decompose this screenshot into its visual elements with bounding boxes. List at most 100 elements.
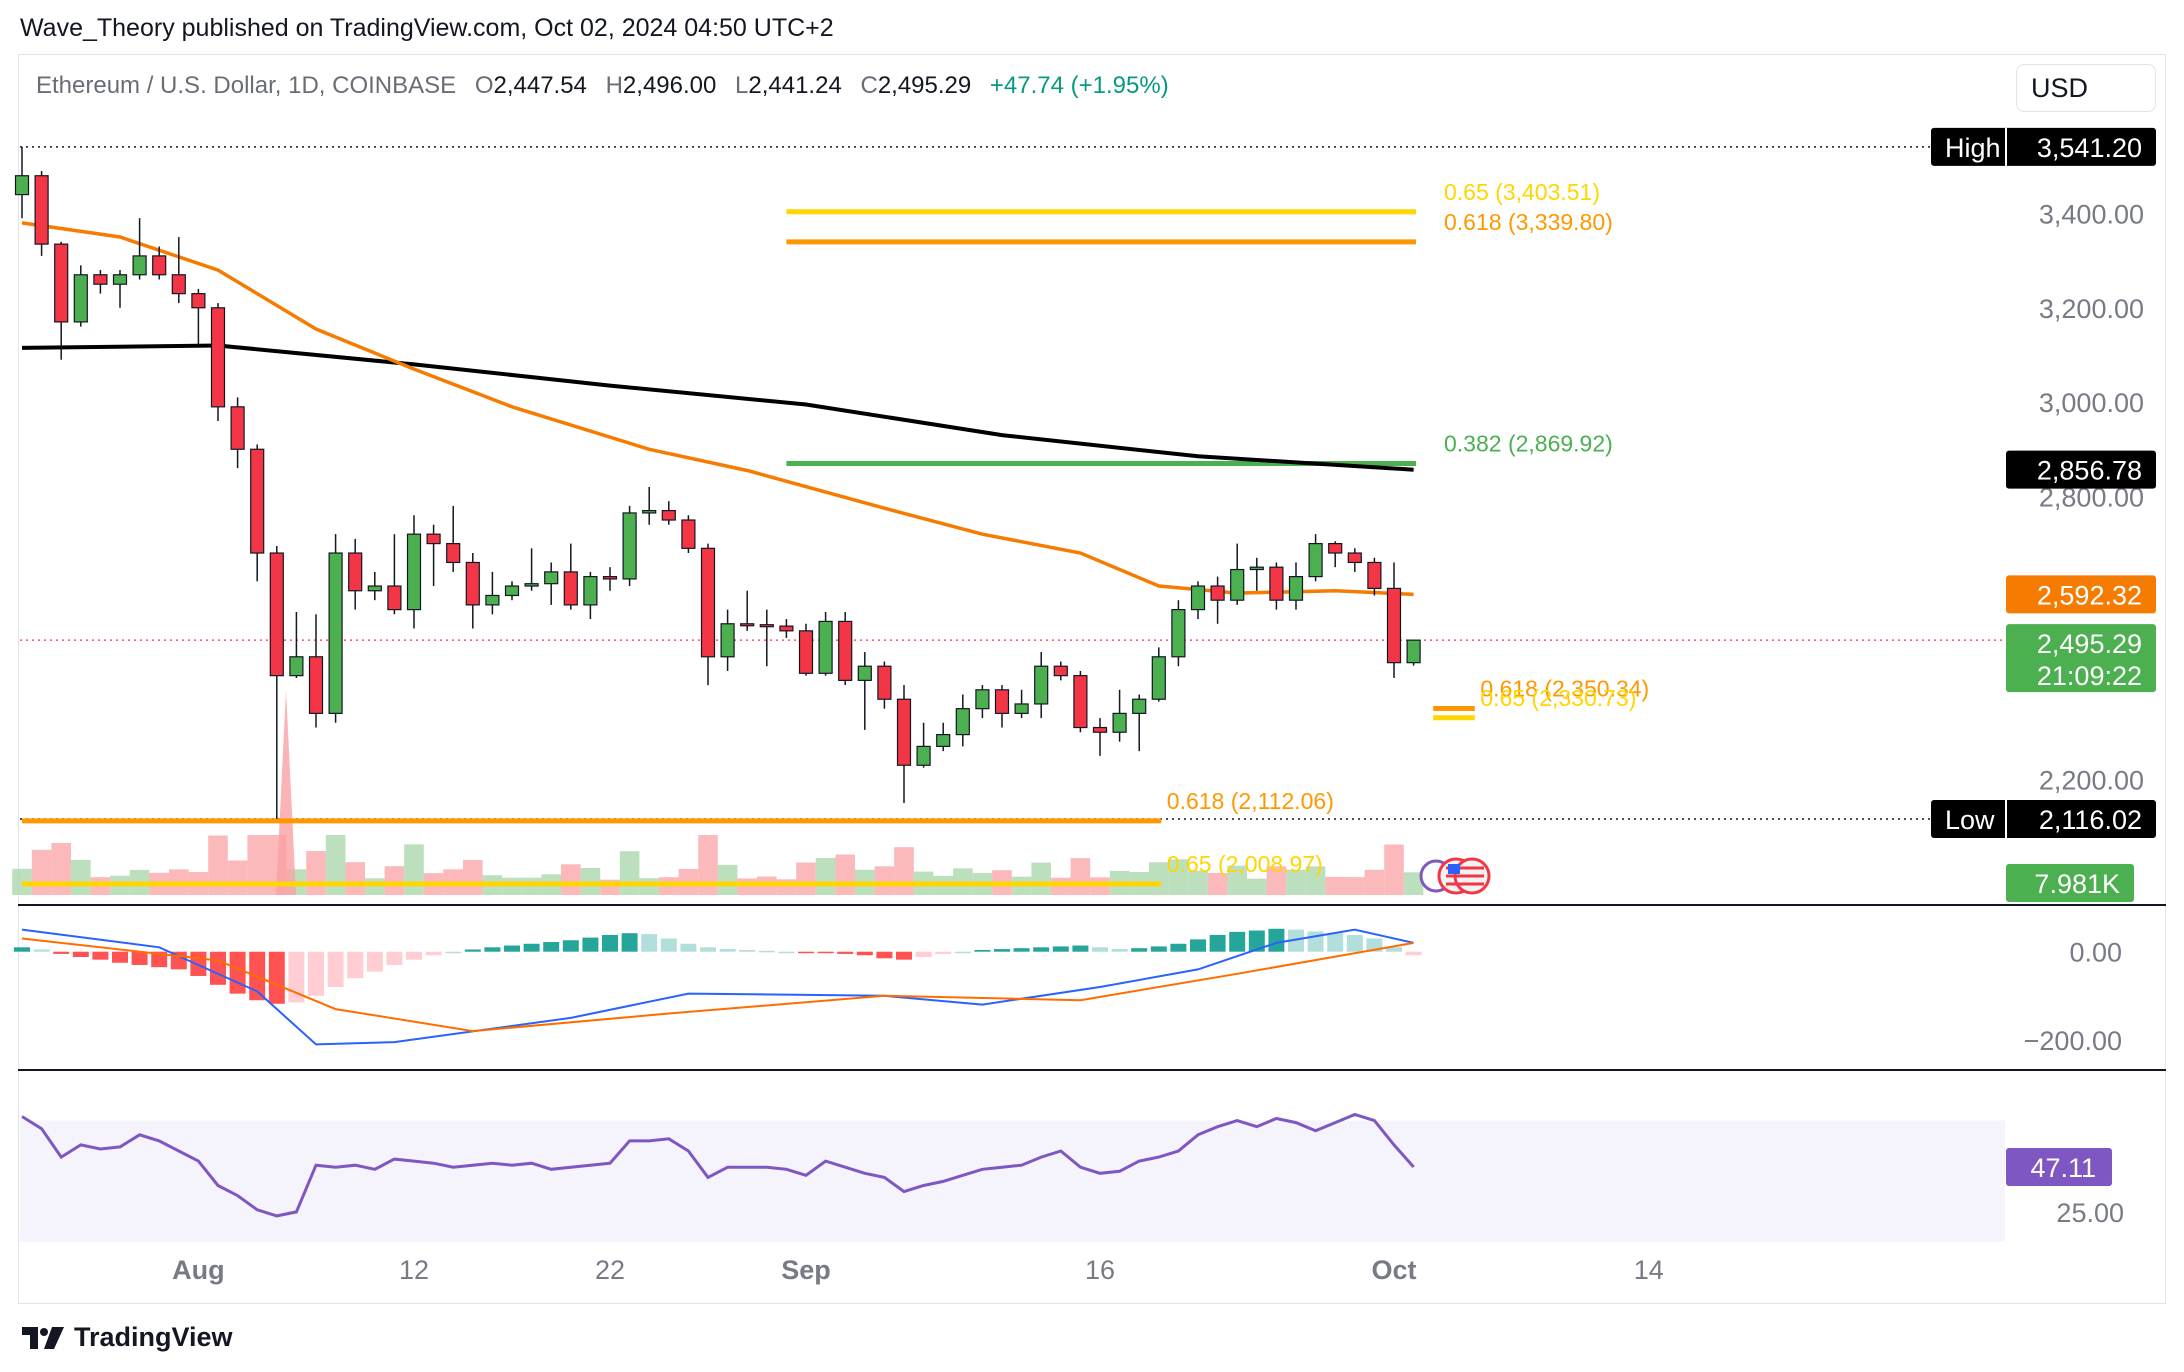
volume-tag-value: 7.981K xyxy=(2034,869,2120,899)
price-tag-label: Low xyxy=(1945,805,1995,835)
x-tick-label: 12 xyxy=(399,1255,429,1285)
macd-histogram-bar xyxy=(856,951,873,956)
candle-body xyxy=(1328,542,1343,554)
macd-histogram-bar xyxy=(445,951,462,954)
fib-label: 0.618 (2,112.06) xyxy=(1167,788,1334,814)
candle-body xyxy=(465,561,480,606)
event-icons[interactable] xyxy=(1419,857,1491,895)
axis-layer: 3,400.003,200.003,000.002,800.002,200.00… xyxy=(172,199,2144,1285)
macd-histogram-bar xyxy=(562,940,579,952)
candle-body xyxy=(1249,566,1264,571)
macd-histogram-bar xyxy=(660,938,677,952)
macd-histogram-bar xyxy=(719,949,736,952)
macd-histogram-bar xyxy=(915,951,932,957)
candle-body xyxy=(14,175,30,196)
candle-body xyxy=(387,585,402,611)
macd-histogram-bar xyxy=(1013,948,1030,952)
candle-body xyxy=(406,533,422,611)
candle-body xyxy=(1034,665,1049,705)
price-tag xyxy=(1931,800,2156,839)
macd-histogram-bar xyxy=(14,947,30,952)
volume-bar xyxy=(463,860,483,895)
candle-body xyxy=(34,175,49,245)
candle-body xyxy=(700,547,716,658)
candle-body xyxy=(994,689,1010,714)
candle-body xyxy=(250,448,265,554)
macd-histogram-bar xyxy=(758,950,775,953)
candle-body xyxy=(348,552,363,592)
tradingview-logo-text: TradingView xyxy=(74,1322,233,1352)
candle-body xyxy=(328,552,343,714)
volume-bar xyxy=(1364,869,1385,895)
macd-line xyxy=(21,928,1414,1046)
candle-body xyxy=(720,623,735,658)
macd-histogram-bar xyxy=(1131,948,1148,952)
low-label: L xyxy=(735,72,749,99)
volume-bar xyxy=(1305,866,1326,895)
macd-histogram-bar xyxy=(778,951,795,954)
tradingview-logo-icon xyxy=(22,1326,64,1349)
candle-body xyxy=(1308,542,1323,578)
candle-body xyxy=(1073,675,1088,729)
fib-label: 0.65 (3,403.51) xyxy=(1444,179,1600,205)
volume-bar xyxy=(51,843,71,895)
macd-histogram-bar xyxy=(112,951,128,963)
open-label: O xyxy=(474,72,494,99)
volume-bar xyxy=(1286,869,1306,895)
macd-histogram-bar xyxy=(151,951,168,968)
volume-bar xyxy=(247,835,267,895)
close-value: 2,495.29 xyxy=(877,72,972,99)
y-tick-label: 3,200.00 xyxy=(2039,294,2144,324)
macd-histogram-bar xyxy=(72,951,89,957)
candle-body xyxy=(289,656,304,677)
volume-bar xyxy=(384,866,405,895)
candle-body xyxy=(877,665,892,700)
macd-histogram-bar xyxy=(954,951,971,954)
macd-histogram-bar xyxy=(1150,946,1167,952)
rsi-line xyxy=(21,1112,1415,1218)
macd-histogram-bar xyxy=(1346,934,1363,952)
x-tick-label: 16 xyxy=(1085,1255,1115,1285)
candle-body xyxy=(563,571,578,606)
price-tag-label: High xyxy=(1945,133,2001,163)
currency-selector[interactable]: USD xyxy=(2016,64,2156,112)
macd-histogram-bar xyxy=(366,951,383,972)
high-label: H xyxy=(605,72,623,99)
candle-body xyxy=(191,293,206,309)
rsi-band xyxy=(20,1120,2005,1242)
volume-bar xyxy=(894,847,914,895)
macd-layer xyxy=(14,928,1422,1046)
candle-body xyxy=(132,255,147,276)
price-tag-countdown: 21:09:22 xyxy=(2037,661,2142,691)
candle-body xyxy=(1112,712,1127,733)
low-value: 2,441.24 xyxy=(748,72,842,99)
macd-histogram-bar xyxy=(602,934,618,952)
macd-histogram-bar xyxy=(1092,947,1108,952)
macd-histogram-bar xyxy=(1248,930,1265,952)
candle-body xyxy=(740,623,755,627)
macd-histogram-bar xyxy=(739,949,756,952)
volume-bar xyxy=(1345,877,1365,895)
volume-bar xyxy=(874,866,895,895)
price-tag xyxy=(1931,127,2156,166)
y-tick-label: 3,400.00 xyxy=(2039,199,2144,229)
candle-body xyxy=(269,552,284,677)
volume-bar xyxy=(698,835,718,895)
macd-histogram-bar xyxy=(523,943,540,952)
fib-label: 0.65 (2,330.73) xyxy=(1480,685,1636,711)
volume-bar xyxy=(365,878,385,895)
macd-histogram-bar xyxy=(210,951,226,985)
candle-body xyxy=(857,665,872,681)
candle-body xyxy=(1190,585,1206,611)
footer-brand[interactable]: TradingView xyxy=(22,1322,233,1353)
x-tick-label: Aug xyxy=(172,1255,224,1285)
rsi-band-layer xyxy=(20,1120,2005,1242)
macd-histogram-bar xyxy=(288,951,305,1003)
price-tag-value: 2,592.32 xyxy=(2037,580,2142,610)
macd-histogram-bar xyxy=(876,951,893,959)
candle-body xyxy=(1210,585,1225,601)
candle-layer xyxy=(14,146,1421,820)
change-value: +47.74 (+1.95%) xyxy=(989,72,1169,99)
candle-body xyxy=(1151,656,1166,700)
